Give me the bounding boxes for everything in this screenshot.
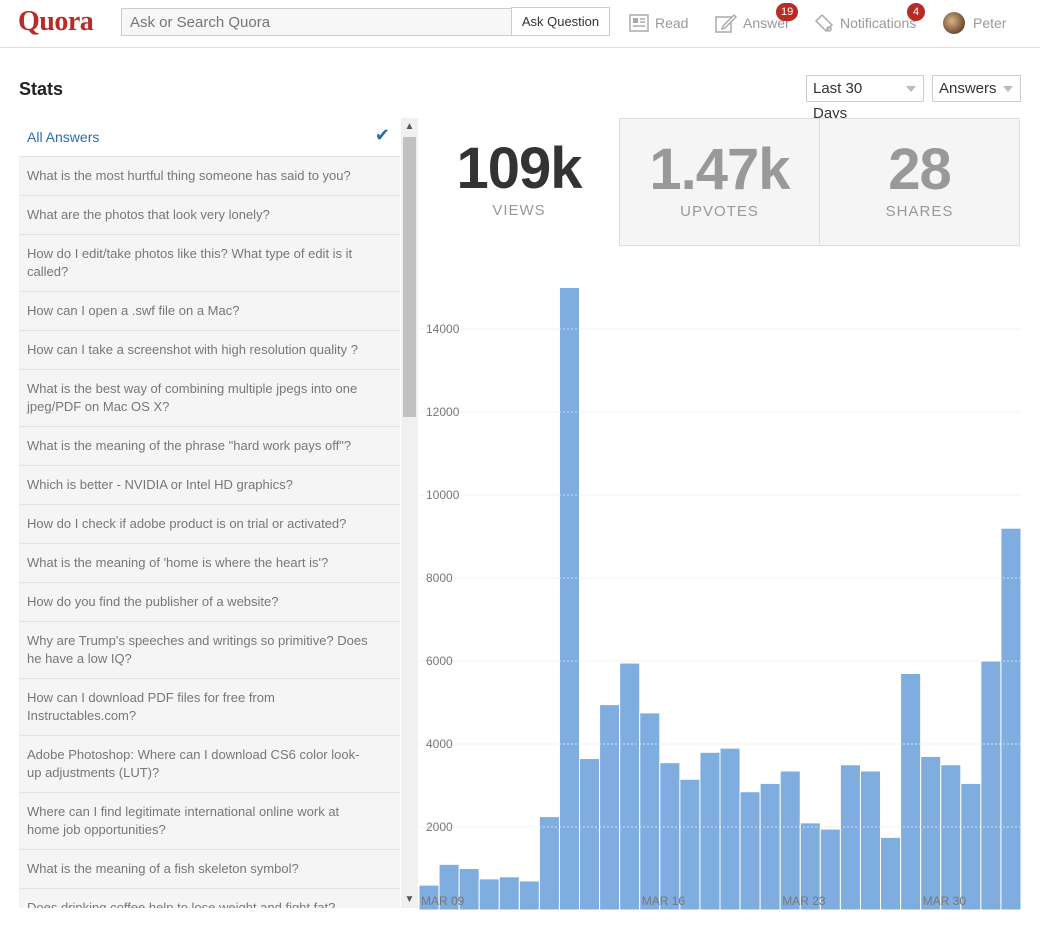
chart-bar[interactable] xyxy=(880,836,902,911)
date-range-value: Last 30 Days xyxy=(813,80,863,122)
scroll-down-icon[interactable]: ▼ xyxy=(404,894,415,905)
avatar xyxy=(943,12,965,34)
content-type-value: Answers xyxy=(939,80,997,97)
y-tick-label: 14000 xyxy=(426,322,460,336)
scroll-thumb[interactable] xyxy=(403,137,416,417)
list-item[interactable]: What is the meaning of the phrase "hard … xyxy=(19,427,400,466)
answers-list: All Answers ✔ What is the most hurtful t… xyxy=(19,118,402,908)
chart-bar[interactable] xyxy=(719,747,741,911)
nav-notifications[interactable]: Notifications xyxy=(814,12,916,34)
quora-logo[interactable]: Quora xyxy=(18,6,94,37)
list-scrollbar[interactable]: ▲ ▼ xyxy=(401,118,418,908)
list-item[interactable]: How do you find the publisher of a websi… xyxy=(19,583,400,622)
y-tick-label: 2000 xyxy=(426,820,453,834)
list-item[interactable]: Why are Trump's speeches and writings so… xyxy=(19,622,400,679)
date-range-select[interactable]: Last 30 Days xyxy=(806,75,924,122)
chart-bar[interactable] xyxy=(538,816,560,911)
list-item[interactable]: What is the best way of combining multip… xyxy=(19,370,400,427)
nav-answer[interactable]: Answer xyxy=(715,12,790,34)
list-item-all-answers[interactable]: All Answers ✔ xyxy=(19,118,400,157)
chart-bar[interactable] xyxy=(498,876,520,911)
read-icon xyxy=(629,14,649,32)
list-item[interactable]: Does drinking coffee help to lose weight… xyxy=(19,889,400,908)
scroll-up-icon[interactable]: ▲ xyxy=(404,121,415,132)
chevron-down-icon xyxy=(906,86,916,92)
y-tick-label: 6000 xyxy=(426,654,453,668)
chart-bar[interactable] xyxy=(699,751,721,911)
metric-upvotes[interactable]: 1.47k UPVOTES xyxy=(619,118,820,246)
chart-svg: 2000 4000 6000 8000 10000 12000 14000 MAR 09 MAR… xyxy=(418,287,1022,911)
list-item[interactable]: Adobe Photoshop: Where can I download CS… xyxy=(19,736,400,793)
chart-bar[interactable] xyxy=(679,778,701,911)
list-item[interactable]: What is the meaning of 'home is where th… xyxy=(19,544,400,583)
top-navigation-bar: Quora Ask Question Read Answer 19 Notifi… xyxy=(0,0,1040,48)
checkmark-icon: ✔ xyxy=(374,125,390,145)
chart-bar[interactable] xyxy=(599,704,621,911)
y-tick-label: 12000 xyxy=(426,405,460,419)
list-item[interactable]: What is the meaning of a fish skeleton s… xyxy=(19,850,400,889)
chart-bar[interactable] xyxy=(659,762,681,911)
x-tick-label: MAR 09 xyxy=(421,894,465,908)
nav-user-profile[interactable]: Peter xyxy=(943,12,1006,34)
nav-read-label: Read xyxy=(655,15,689,31)
chart-bar[interactable] xyxy=(960,782,982,911)
chart-bar[interactable] xyxy=(779,770,801,911)
views-value: 109k xyxy=(456,136,582,201)
chart-bar[interactable] xyxy=(839,764,861,911)
chart-bar[interactable] xyxy=(478,878,500,911)
chart-bar[interactable] xyxy=(558,287,581,911)
x-tick-label: MAR 16 xyxy=(642,894,686,908)
shares-value: 28 xyxy=(888,137,952,202)
list-item[interactable]: How can I take a screenshot with high re… xyxy=(19,331,400,370)
ask-question-button[interactable]: Ask Question xyxy=(511,7,610,36)
chart-bar[interactable] xyxy=(759,782,781,911)
chart-bar[interactable] xyxy=(900,672,922,911)
search-input[interactable] xyxy=(121,8,512,36)
bell-icon xyxy=(814,13,834,33)
chart-bar[interactable] xyxy=(619,662,641,911)
list-item[interactable]: How can I open a .swf file on a Mac? xyxy=(19,292,400,331)
pencil-icon xyxy=(715,13,737,33)
content-type-select[interactable]: Answers xyxy=(932,75,1021,102)
x-tick-label: MAR 30 xyxy=(923,894,967,908)
y-tick-label: 4000 xyxy=(426,737,453,751)
x-tick-label: MAR 23 xyxy=(782,894,826,908)
chart-bar[interactable] xyxy=(639,712,661,911)
upvotes-label: UPVOTES xyxy=(680,203,759,220)
upvotes-value: 1.47k xyxy=(649,137,790,202)
chart-bar[interactable] xyxy=(859,770,882,911)
list-item[interactable]: What are the photos that look very lonel… xyxy=(19,196,400,235)
list-item[interactable]: How do I check if adobe product is on tr… xyxy=(19,505,400,544)
nav-read[interactable]: Read xyxy=(629,12,688,34)
notifications-count-badge: 4 xyxy=(907,3,925,21)
all-answers-label: All Answers xyxy=(27,129,100,145)
answer-count-badge: 19 xyxy=(776,3,799,21)
metric-views[interactable]: 109k VIEWS xyxy=(419,118,620,246)
chart-bar[interactable] xyxy=(980,660,1002,911)
list-item[interactable]: How do I edit/take photos like this? Wha… xyxy=(19,235,400,292)
shares-label: SHARES xyxy=(885,203,954,220)
views-label: VIEWS xyxy=(492,202,546,219)
metric-shares[interactable]: 28 SHARES xyxy=(819,118,1020,246)
list-item[interactable]: Which is better - NVIDIA or Intel HD gra… xyxy=(19,466,400,505)
chevron-down-icon xyxy=(1003,86,1013,92)
list-item[interactable]: Where can I find legitimate internationa… xyxy=(19,793,400,850)
chart-bar[interactable] xyxy=(1000,527,1022,911)
nav-answer-label: Answer xyxy=(743,15,790,31)
y-tick-label: 8000 xyxy=(426,571,453,585)
chart-bar[interactable] xyxy=(920,755,942,911)
views-bar-chart: 2000 4000 6000 8000 10000 12000 14000 MAR 09 MAR… xyxy=(418,246,1022,911)
user-name: Peter xyxy=(973,15,1007,31)
chart-bar[interactable] xyxy=(940,764,962,911)
nav-notifications-label: Notifications xyxy=(840,15,917,31)
list-item[interactable]: What is the most hurtful thing someone h… xyxy=(19,157,400,196)
page-title: Stats xyxy=(19,79,64,99)
y-tick-label: 10000 xyxy=(426,488,460,502)
list-item[interactable]: How can I download PDF files for free fr… xyxy=(19,679,400,736)
chart-bar[interactable] xyxy=(739,791,761,911)
chart-bar[interactable] xyxy=(579,758,601,911)
chart-bar[interactable] xyxy=(518,880,540,911)
